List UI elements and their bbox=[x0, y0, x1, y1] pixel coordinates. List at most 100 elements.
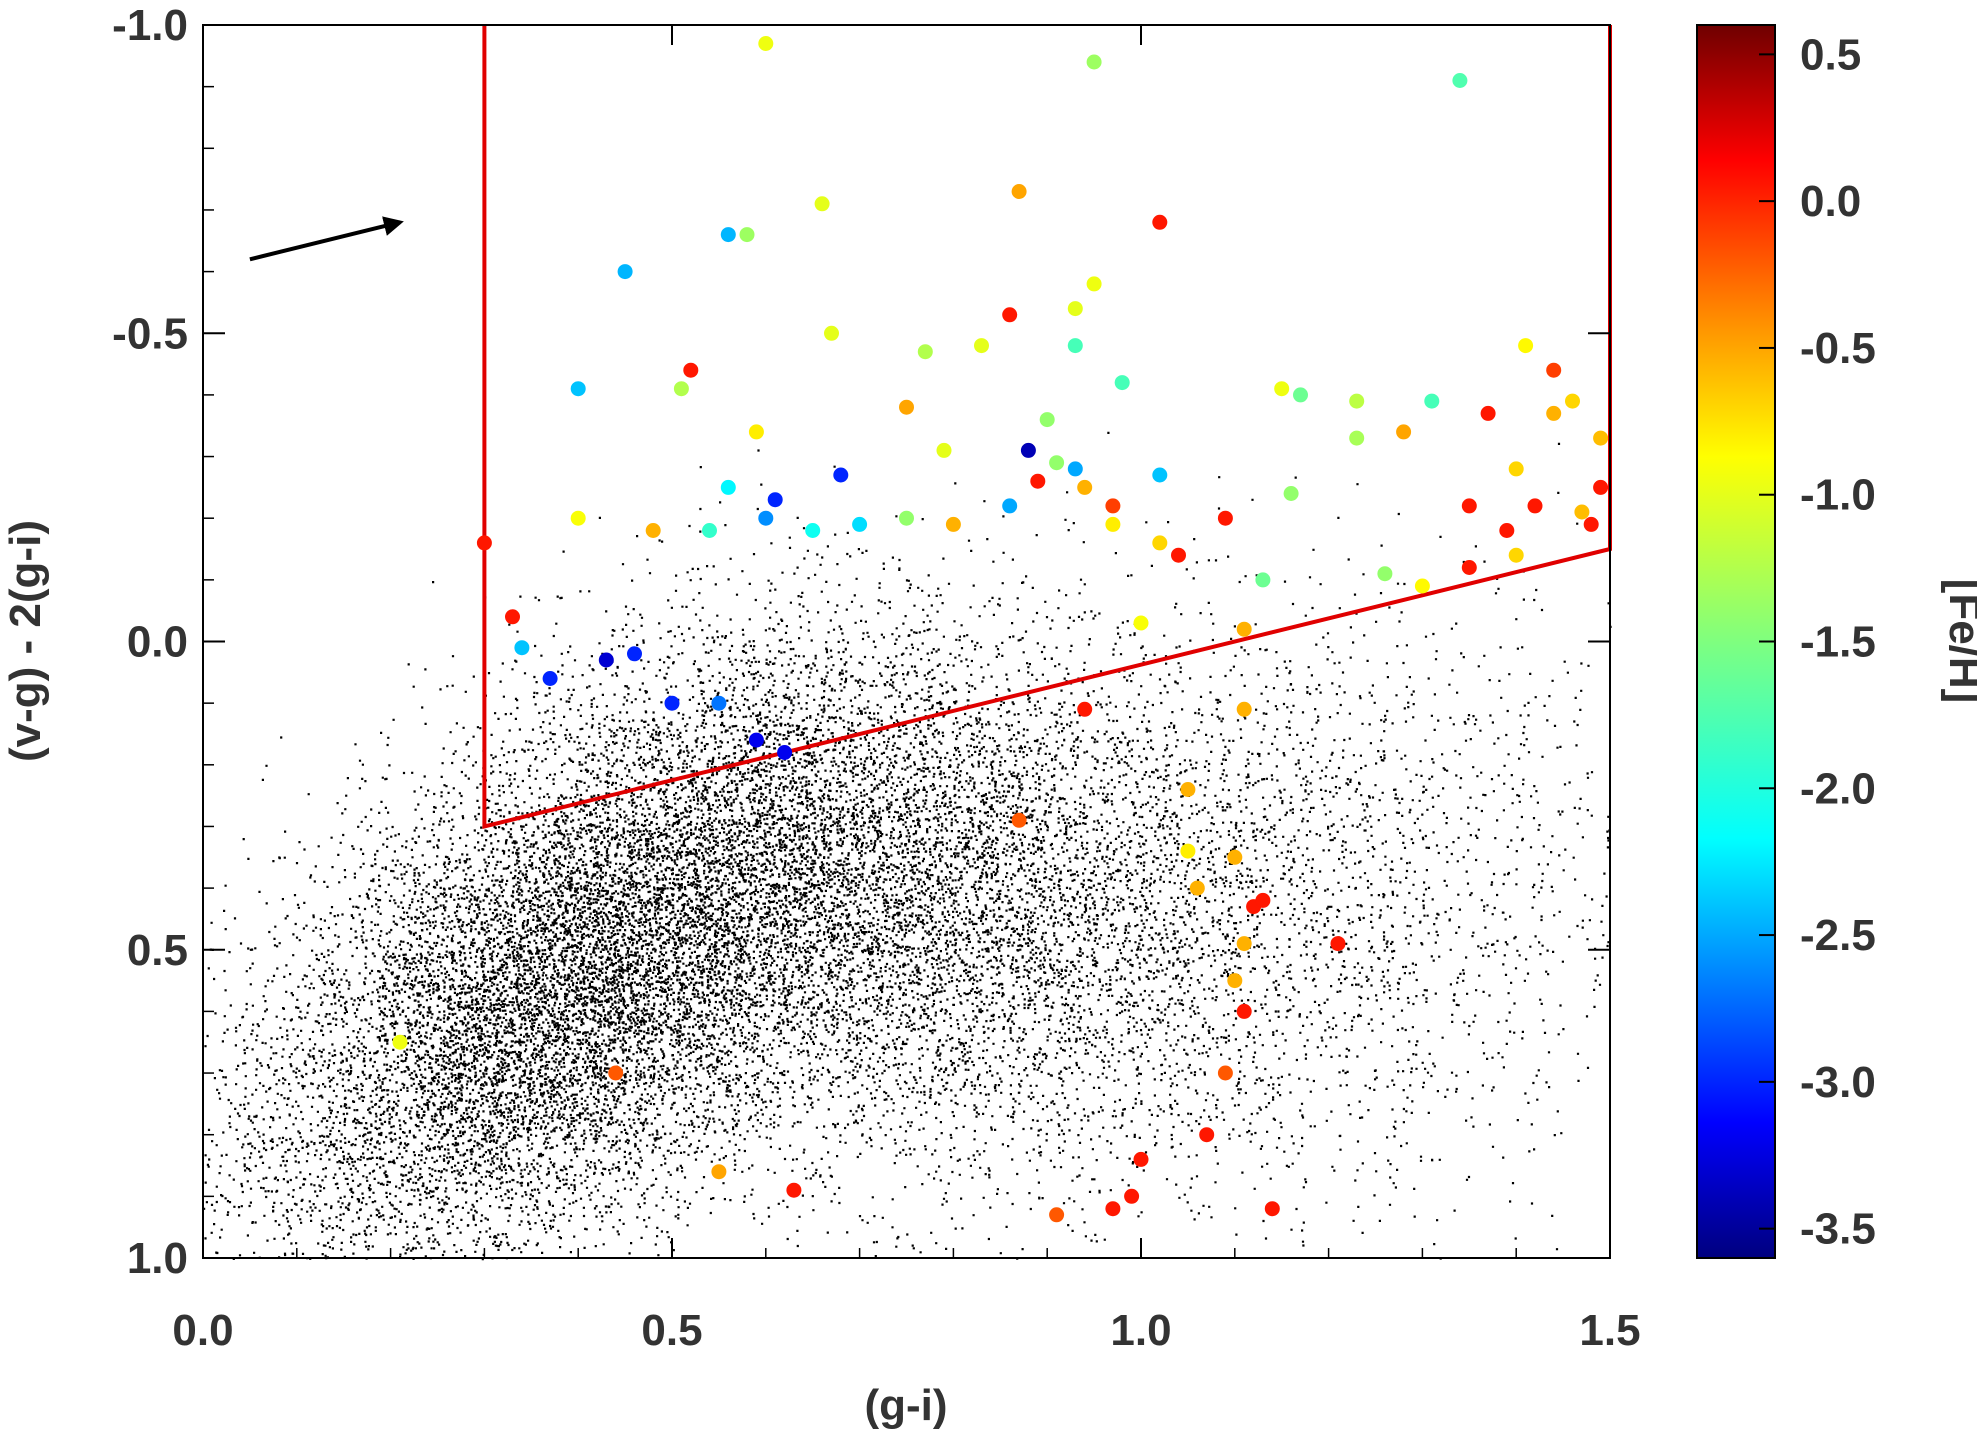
star-point bbox=[1105, 1201, 1121, 1217]
star-point bbox=[758, 36, 774, 51]
colorbar-tick-label: -2.5 bbox=[1800, 911, 1876, 960]
y-tick-label: 0.5 bbox=[127, 926, 188, 975]
star-point bbox=[476, 535, 492, 551]
y-axis-label: (v-g) - 2(g-i) bbox=[1, 520, 50, 762]
star-point bbox=[945, 516, 961, 532]
x-tick-label: 0.0 bbox=[172, 1306, 233, 1355]
y-tick-label: 0.0 bbox=[127, 618, 188, 667]
star-point bbox=[664, 695, 680, 711]
star-point bbox=[1020, 442, 1036, 458]
star-point bbox=[1583, 516, 1599, 532]
x-axis: 0.0 0.5 1.0 1.5 bbox=[172, 25, 1641, 1355]
star-point bbox=[1461, 498, 1477, 514]
colorbar-tick-label: 0.5 bbox=[1800, 30, 1861, 79]
arrow-line bbox=[249, 216, 404, 262]
star-point bbox=[805, 523, 821, 538]
star-point bbox=[1030, 473, 1046, 489]
star-point bbox=[1565, 393, 1580, 409]
star-point bbox=[1180, 782, 1196, 797]
colorbar-tick-label: -1.5 bbox=[1800, 618, 1876, 667]
y-tick-label: -1.0 bbox=[112, 1, 188, 50]
star-point bbox=[1236, 621, 1252, 637]
plot-area: 0.0 0.5 1.0 1.5 -1.0 -0.5 0.0 0.5 1.0 bbox=[112, 1, 1640, 1355]
star-point bbox=[748, 424, 764, 440]
star-point bbox=[1002, 307, 1018, 323]
star-point bbox=[645, 523, 661, 538]
star-point bbox=[1574, 504, 1590, 520]
star-point bbox=[1508, 461, 1524, 477]
x-axis-label: (g-i) bbox=[864, 1381, 947, 1430]
star-point bbox=[1133, 1151, 1149, 1167]
colorbar-ticks: 0.5 0.0 -0.5 -1.0 -1.5 -2.0 -2.5 -3.0 -3.5 bbox=[1759, 30, 1876, 1254]
star-point bbox=[1217, 1065, 1233, 1081]
star-point bbox=[833, 467, 849, 483]
star-point bbox=[767, 492, 783, 508]
star-point bbox=[514, 640, 530, 656]
colorbar-tick-label: 0.0 bbox=[1800, 177, 1861, 226]
star-point bbox=[1480, 405, 1496, 421]
star-point bbox=[1217, 510, 1233, 526]
star-point bbox=[1171, 547, 1186, 563]
star-point bbox=[720, 479, 736, 495]
star-point bbox=[1414, 578, 1430, 594]
star-point bbox=[1546, 405, 1562, 421]
star-point bbox=[673, 381, 689, 397]
star-point bbox=[1593, 430, 1609, 446]
star-point bbox=[542, 671, 558, 686]
star-point bbox=[1293, 387, 1308, 403]
x-tick-label: 1.5 bbox=[1579, 1306, 1640, 1355]
star-point bbox=[598, 652, 614, 668]
star-point bbox=[1227, 973, 1243, 989]
star-point bbox=[936, 442, 952, 458]
star-point bbox=[702, 523, 717, 538]
star-point bbox=[683, 362, 699, 378]
star-point bbox=[917, 344, 933, 360]
colorbar-tick-label: -2.0 bbox=[1800, 764, 1876, 813]
star-point bbox=[777, 745, 793, 760]
star-point bbox=[1039, 412, 1055, 428]
star-point bbox=[1011, 184, 1027, 199]
star-point bbox=[711, 1164, 727, 1180]
star-point bbox=[1049, 1207, 1065, 1223]
star-point bbox=[748, 732, 764, 748]
star-point bbox=[1499, 523, 1515, 538]
y-tick-label: -0.5 bbox=[112, 309, 188, 358]
star-point bbox=[570, 381, 586, 397]
star-point bbox=[1330, 936, 1346, 952]
star-point bbox=[1011, 812, 1027, 828]
star-point bbox=[1077, 479, 1093, 495]
star-point bbox=[1593, 479, 1609, 495]
star-point bbox=[786, 1182, 802, 1198]
star-point bbox=[720, 227, 736, 243]
star-point bbox=[1067, 338, 1083, 354]
reddening-arrow bbox=[249, 216, 404, 262]
star-point bbox=[1152, 214, 1168, 230]
background-points-cloud bbox=[203, 431, 1612, 1261]
star-point bbox=[1546, 362, 1562, 378]
star-point bbox=[1236, 701, 1252, 717]
star-point bbox=[1199, 1127, 1215, 1143]
star-point bbox=[1180, 843, 1196, 859]
background-star-points bbox=[203, 431, 1612, 1261]
star-point bbox=[1049, 455, 1065, 471]
star-point bbox=[1152, 535, 1168, 551]
star-point bbox=[739, 227, 755, 243]
star-point bbox=[1461, 560, 1477, 575]
star-point bbox=[1086, 276, 1102, 292]
y-tick-label: 1.0 bbox=[127, 1234, 188, 1283]
star-point bbox=[1077, 701, 1093, 717]
colorbar: 0.5 0.0 -0.5 -1.0 -1.5 -2.0 -2.5 -3.0 -3.5 [Fe/H… bbox=[1696, 24, 1977, 1259]
star-point bbox=[711, 695, 727, 711]
star-point bbox=[608, 1065, 624, 1081]
colorbar-tick-label: -3.5 bbox=[1800, 1205, 1876, 1254]
star-point bbox=[1452, 73, 1468, 88]
y-axis: -1.0 -0.5 0.0 0.5 1.0 bbox=[112, 1, 1610, 1283]
star-point bbox=[824, 325, 839, 341]
star-point bbox=[1349, 430, 1365, 446]
star-point bbox=[1274, 381, 1290, 397]
star-point bbox=[1114, 375, 1130, 391]
colorbar-tick-label: -0.5 bbox=[1800, 324, 1876, 373]
star-point bbox=[1236, 936, 1252, 952]
star-point bbox=[1133, 615, 1149, 631]
